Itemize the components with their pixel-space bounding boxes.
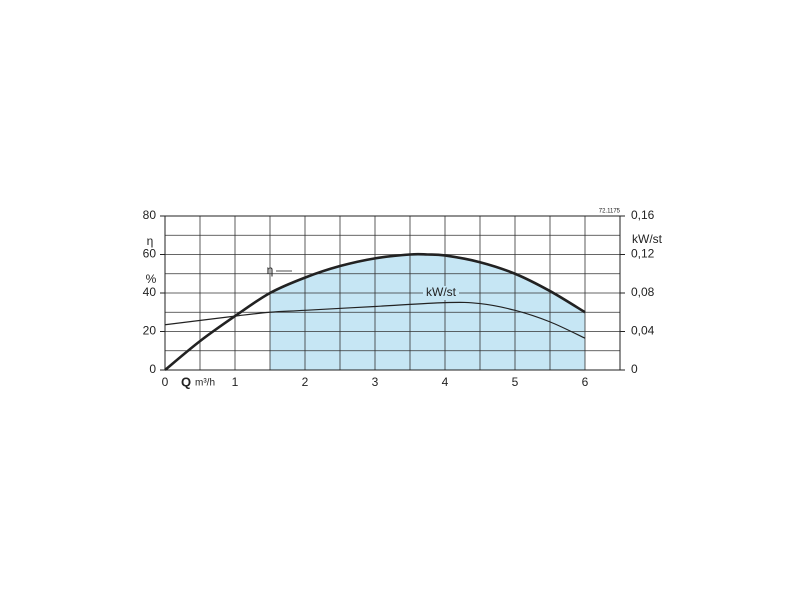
x-axis-label: Q: [181, 374, 191, 389]
x-axis-unit: m³/h: [195, 378, 215, 389]
series-line: [164, 301, 586, 339]
figure-code: 72.1175: [599, 209, 621, 215]
curve-label: kW/st: [426, 285, 457, 299]
y2-tick-label: 0,16: [631, 208, 655, 222]
label-bg: [423, 286, 459, 300]
y-axis-label: η: [147, 234, 154, 248]
x-tick-label: 4: [442, 375, 449, 389]
y-tick-label: 20: [143, 324, 157, 338]
y2-tick-label: 0: [631, 362, 638, 376]
y2-tick-label: 0,04: [631, 324, 655, 338]
y2-tick-label: 0,12: [631, 247, 655, 261]
curve-label: η: [267, 263, 274, 277]
y-tick-label: 0: [149, 362, 156, 376]
y2-axis-label: kW/st: [632, 232, 663, 246]
x-tick-label: 2: [302, 375, 309, 389]
x-tick-label: 5: [512, 375, 519, 389]
y2-tick-label: 0,08: [631, 285, 655, 299]
y-tick-label: 40: [143, 285, 157, 299]
x-tick-label: 1: [232, 375, 239, 389]
x-tick-label: 6: [582, 375, 589, 389]
y-axis-unit: %: [146, 272, 157, 286]
x-tick-label: 3: [372, 375, 379, 389]
series-line: [164, 252, 586, 372]
x-tick-label: 0: [162, 375, 169, 389]
y-tick-label: 80: [143, 208, 157, 222]
y-tick-label: 60: [143, 247, 157, 261]
